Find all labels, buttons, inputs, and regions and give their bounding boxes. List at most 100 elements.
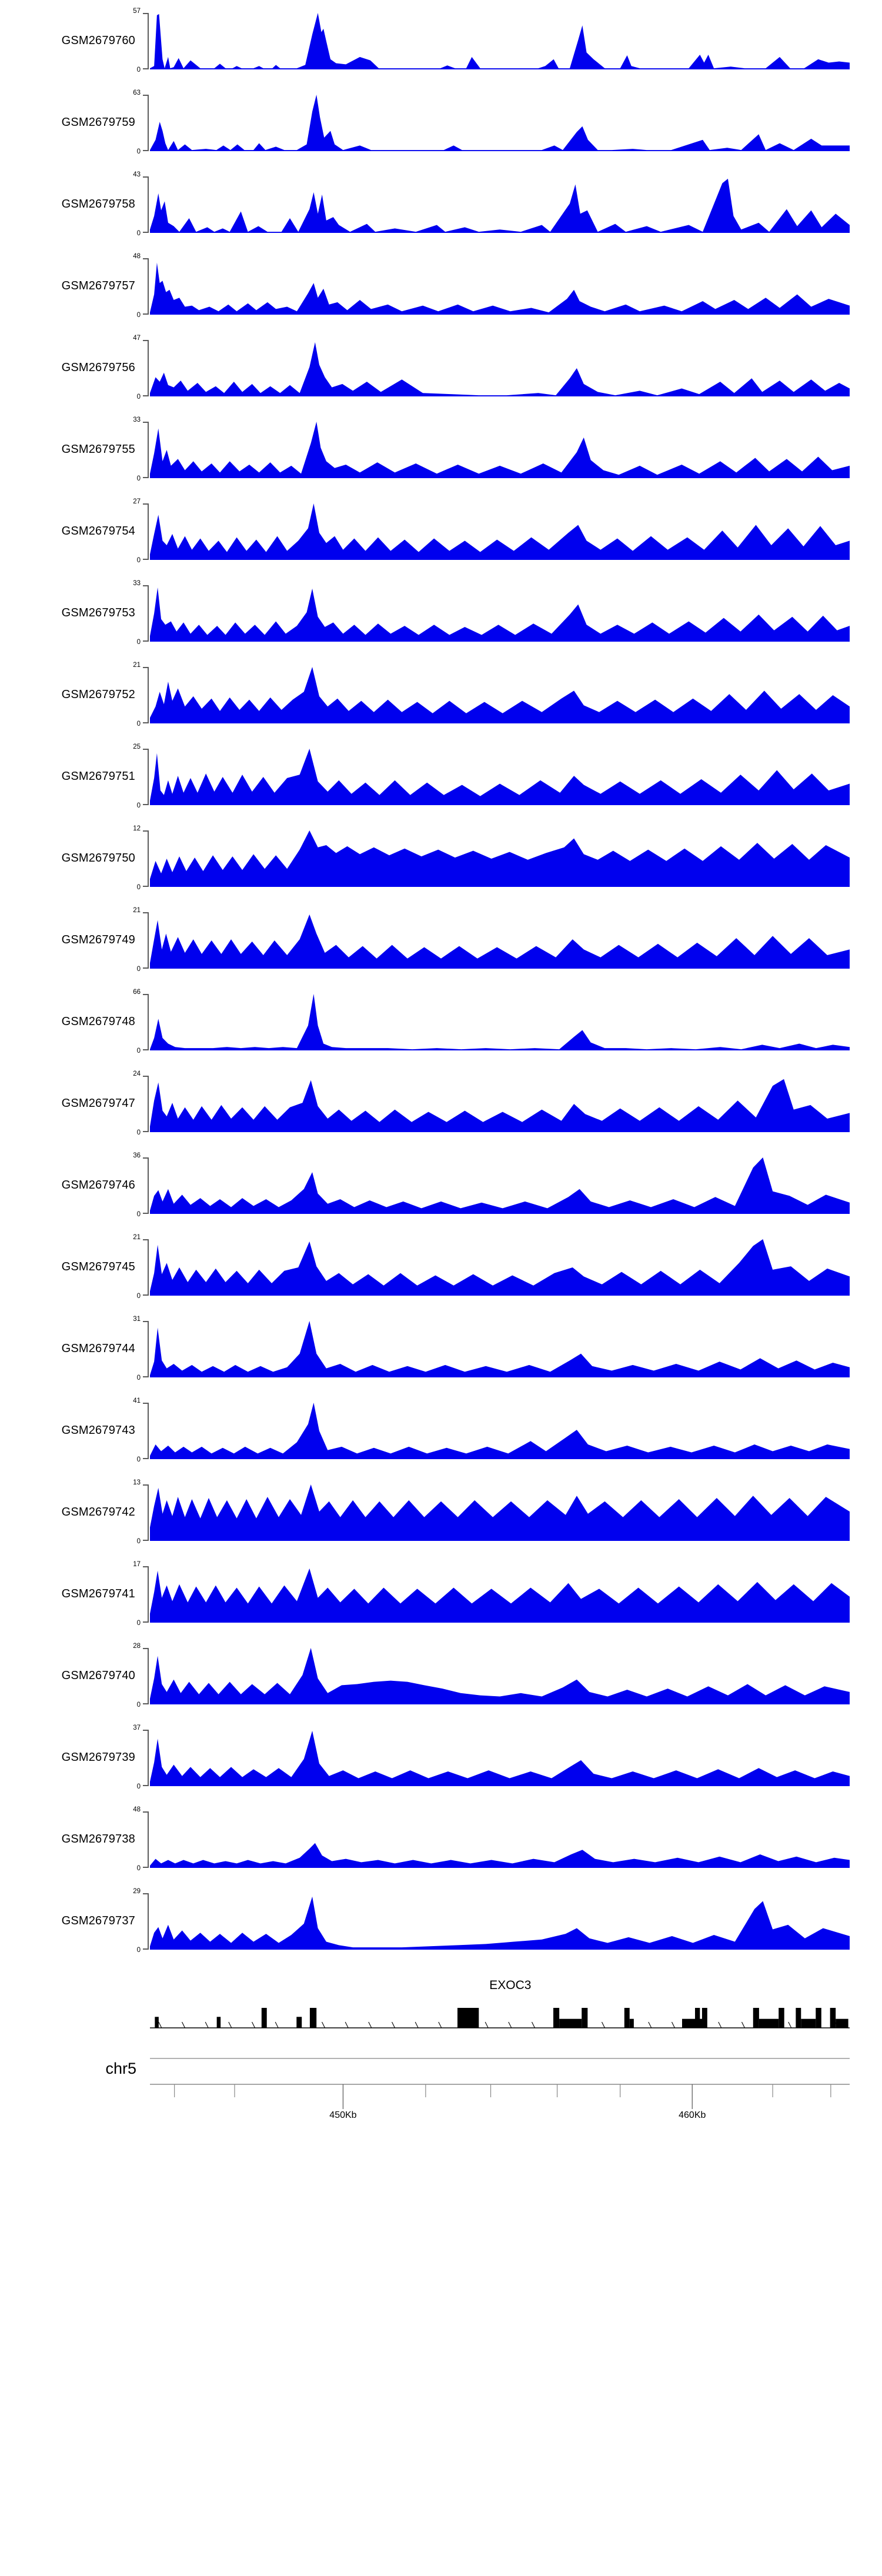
y-axis-max-label: 13 [133, 1479, 141, 1486]
track-label-GSM2679745: GSM2679745 [61, 1260, 135, 1273]
y-axis: 48 0 [133, 1806, 150, 1872]
coverage-track[interactable]: GSM2679751 25 0 [0, 736, 882, 817]
coverage-track[interactable]: GSM2679753 33 0 [0, 572, 882, 654]
coverage-plot[interactable] [150, 1403, 850, 1459]
coverage-tracks-container: GSM2679760 57 0 GSM2679759 63 0 GSM2679758 43 0 G… [0, 0, 882, 1962]
coverage-plot[interactable] [150, 340, 850, 396]
y-axis: 33 0 [133, 580, 150, 646]
coverage-track[interactable]: GSM2679758 43 0 [0, 163, 882, 245]
y-axis-tick-max [143, 1484, 148, 1486]
y-axis-line [148, 1157, 149, 1214]
y-axis-min-label: 0 [136, 884, 141, 891]
y-axis-max-label: 47 [133, 335, 141, 342]
y-axis-tick-max [143, 176, 148, 178]
y-axis-min-label: 0 [136, 720, 141, 728]
coverage-track[interactable]: GSM2679737 29 0 [0, 1880, 882, 1962]
coverage-track[interactable]: GSM2679760 57 0 [0, 0, 882, 82]
track-label-GSM2679757: GSM2679757 [61, 279, 135, 292]
y-axis-tick-max [143, 1730, 148, 1731]
coverage-track[interactable]: GSM2679742 13 0 [0, 1471, 882, 1553]
gene-annotation-track[interactable]: EXOC3 [0, 1962, 882, 2038]
gene-name-label: EXOC3 [489, 1978, 532, 1992]
coverage-plot[interactable] [150, 1076, 850, 1132]
coverage-track[interactable]: GSM2679739 37 0 [0, 1717, 882, 1798]
coverage-track[interactable]: GSM2679744 31 0 [0, 1308, 882, 1390]
track-label-GSM2679737: GSM2679737 [61, 1914, 135, 1927]
y-axis-line [148, 1893, 149, 1950]
y-axis-tick-max [143, 1566, 148, 1567]
coverage-track[interactable]: GSM2679741 17 0 [0, 1553, 882, 1635]
coverage-track[interactable]: GSM2679738 48 0 [0, 1798, 882, 1880]
track-label-GSM2679741: GSM2679741 [61, 1587, 135, 1600]
y-axis-tick-min [143, 1458, 148, 1459]
coverage-plot[interactable] [150, 1484, 850, 1541]
y-axis-line [148, 1321, 149, 1377]
y-axis-max-label: 21 [133, 1234, 141, 1241]
y-axis-line [148, 1239, 149, 1296]
coverage-track[interactable]: GSM2679752 21 0 [0, 654, 882, 736]
y-axis-min-label: 0 [136, 1947, 141, 1954]
coverage-track[interactable]: GSM2679740 28 0 [0, 1635, 882, 1717]
y-axis-tick-min [143, 150, 148, 151]
coverage-track[interactable]: GSM2679749 21 0 [0, 899, 882, 981]
y-axis-max-label: 27 [133, 498, 141, 505]
coverage-plot[interactable] [150, 1321, 850, 1377]
y-axis-tick-max [143, 95, 148, 96]
track-label-GSM2679749: GSM2679749 [61, 933, 135, 946]
coverage-track[interactable]: GSM2679750 12 0 [0, 817, 882, 899]
y-axis-tick-max [143, 258, 148, 259]
coverage-plot[interactable] [150, 1811, 850, 1868]
y-axis-line [148, 1811, 149, 1868]
coverage-plot[interactable] [150, 749, 850, 805]
coverage-plot[interactable] [150, 830, 850, 887]
coverage-track[interactable]: GSM2679743 41 0 [0, 1390, 882, 1471]
genome-axis[interactable]: chr5 450Kb 460Kb [0, 2038, 882, 2162]
track-label-GSM2679748: GSM2679748 [61, 1015, 135, 1028]
track-label-GSM2679755: GSM2679755 [61, 443, 135, 456]
y-axis-max-label: 41 [133, 1397, 141, 1404]
coverage-plot[interactable] [150, 585, 850, 642]
track-label-GSM2679739: GSM2679739 [61, 1751, 135, 1764]
coverage-track[interactable]: GSM2679759 63 0 [0, 82, 882, 163]
chromosome-label: chr5 [105, 2060, 136, 2077]
coverage-plot[interactable] [150, 95, 850, 151]
coverage-track[interactable]: GSM2679755 33 0 [0, 409, 882, 490]
y-axis-min-label: 0 [136, 1456, 141, 1463]
coverage-track[interactable]: GSM2679745 21 0 [0, 1226, 882, 1308]
coverage-plot[interactable] [150, 503, 850, 560]
coverage-plot[interactable] [150, 1566, 850, 1623]
y-axis-tick-min [143, 1540, 148, 1541]
coverage-plot[interactable] [150, 667, 850, 723]
coverage-track[interactable]: GSM2679756 47 0 [0, 327, 882, 409]
coverage-plot[interactable] [150, 1730, 850, 1786]
y-axis-tick-min [143, 1294, 148, 1296]
coverage-track[interactable]: GSM2679754 27 0 [0, 490, 882, 572]
y-axis: 28 0 [133, 1643, 150, 1709]
y-axis: 21 0 [133, 662, 150, 728]
coverage-plot[interactable] [150, 994, 850, 1050]
y-axis-min-label: 0 [136, 639, 141, 646]
y-axis-min-label: 0 [136, 1293, 141, 1300]
coverage-plot[interactable] [150, 1893, 850, 1950]
coverage-plot[interactable] [150, 13, 850, 69]
coverage-plot[interactable] [150, 1648, 850, 1704]
coverage-track[interactable]: GSM2679757 48 0 [0, 245, 882, 327]
coverage-track[interactable]: GSM2679747 24 0 [0, 1063, 882, 1144]
y-axis-min-label: 0 [136, 557, 141, 564]
y-axis: 24 0 [133, 1070, 150, 1136]
y-axis: 37 0 [133, 1724, 150, 1790]
coverage-track[interactable]: GSM2679748 66 0 [0, 981, 882, 1063]
y-axis: 13 0 [133, 1479, 150, 1545]
y-axis-max-label: 24 [133, 1070, 141, 1077]
coverage-plot[interactable] [150, 1239, 850, 1296]
y-axis-min-label: 0 [136, 312, 141, 319]
y-axis-min-label: 0 [136, 1620, 141, 1627]
coverage-plot[interactable] [150, 422, 850, 478]
coverage-plot[interactable] [150, 258, 850, 315]
coverage-plot[interactable] [150, 1157, 850, 1214]
coverage-plot[interactable] [150, 176, 850, 233]
coverage-track[interactable]: GSM2679746 36 0 [0, 1144, 882, 1226]
y-axis: 12 0 [133, 825, 150, 891]
coverage-plot[interactable] [150, 912, 850, 969]
